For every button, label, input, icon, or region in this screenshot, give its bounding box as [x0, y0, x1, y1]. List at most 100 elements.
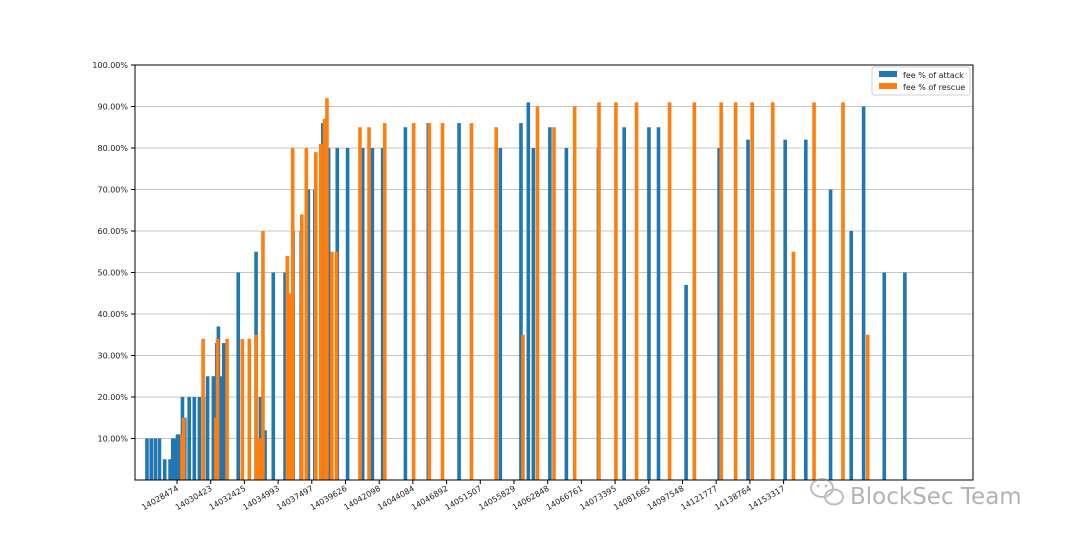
bar-rescue	[254, 334, 259, 480]
bar-rescue	[322, 118, 327, 480]
bar-rescue	[614, 102, 618, 480]
bar-rescue	[215, 338, 220, 480]
y-tick-label: 20.00%	[97, 393, 128, 402]
bar-attack	[548, 127, 552, 480]
bar-attack	[221, 343, 226, 480]
bar-rescue	[247, 338, 252, 480]
bar-attack	[157, 438, 162, 480]
bar-attack	[271, 272, 276, 480]
bar-attack	[849, 231, 854, 480]
bar-attack	[647, 127, 651, 480]
bar-rescue	[225, 338, 229, 480]
bar-attack	[783, 139, 787, 480]
y-tick-label: 10.00%	[97, 435, 128, 444]
bar-rescue	[285, 255, 290, 480]
bar-attack	[187, 397, 191, 480]
bar-attack	[861, 106, 866, 480]
bar-attack	[345, 148, 350, 480]
bar-rescue	[552, 127, 556, 480]
bar-attack	[684, 284, 688, 480]
bar-rescue	[770, 102, 775, 480]
bar-attack	[882, 272, 887, 480]
bar-attack	[370, 148, 375, 480]
bar-rescue	[367, 127, 371, 480]
bars	[145, 98, 907, 480]
bar-attack	[531, 148, 536, 480]
bar-attack	[236, 272, 241, 480]
bar-attack	[162, 459, 167, 480]
bar-attack	[403, 127, 408, 480]
bar-rescue	[469, 123, 474, 480]
bar-attack	[218, 376, 223, 480]
bar-attack	[197, 397, 202, 480]
y-tick-label: 90.00%	[97, 103, 128, 112]
y-tick-label: 80.00%	[97, 144, 128, 153]
y-tick-label: 60.00%	[97, 227, 128, 236]
y-tick-label: 50.00%	[97, 269, 128, 278]
bar-rescue	[440, 123, 445, 480]
bar-rescue	[667, 102, 672, 480]
bar-attack	[168, 459, 172, 480]
bar-rescue	[318, 143, 323, 480]
y-tick-label: 30.00%	[97, 352, 128, 361]
bar-attack	[804, 139, 808, 480]
bar-rescue	[634, 102, 639, 480]
bar-attack	[192, 397, 197, 480]
legend-swatch-rescue	[879, 83, 897, 89]
bar-rescue	[692, 102, 697, 480]
bar-attack	[828, 189, 833, 480]
bar-rescue	[841, 102, 845, 480]
bar-attack	[153, 438, 158, 480]
bar-rescue	[288, 293, 293, 480]
bar-rescue	[358, 127, 362, 480]
bar-attack	[498, 148, 503, 480]
y-tick-label: 100.00%	[92, 61, 128, 70]
bar-rescue	[494, 127, 499, 480]
bar-rescue	[299, 214, 304, 480]
bar-attack	[717, 148, 721, 480]
watermark-text: BlockSec Team	[850, 484, 1022, 510]
bar-attack	[306, 189, 311, 480]
bar-rescue	[314, 152, 318, 480]
bar-attack	[172, 438, 177, 480]
bar-attack	[145, 438, 149, 480]
bar-rescue	[572, 106, 577, 480]
bar-rescue	[719, 102, 723, 480]
bar-rescue	[427, 123, 432, 480]
bar-attack	[380, 148, 385, 480]
bar-rescue	[240, 338, 245, 480]
y-tick-label: 40.00%	[97, 310, 128, 319]
bar-rescue	[535, 106, 540, 480]
bar-rescue	[201, 338, 205, 480]
legend-label-attack: fee % of attack	[903, 71, 964, 80]
bar-rescue	[325, 98, 329, 480]
watermark: BlockSec Team	[810, 478, 1022, 510]
bar-rescue	[257, 438, 262, 480]
bar-attack	[746, 139, 750, 480]
bar-attack	[263, 430, 267, 480]
bar-attack	[205, 376, 210, 480]
bar-attack	[526, 102, 531, 480]
bar-attack	[622, 127, 626, 480]
bar-attack	[457, 123, 461, 480]
y-tick-label: 70.00%	[97, 186, 128, 195]
bar-attack	[175, 434, 180, 480]
bar-rescue	[865, 334, 870, 480]
bar-attack	[283, 272, 287, 480]
bar-rescue	[750, 102, 754, 480]
wechat-logo-icon	[810, 478, 844, 506]
bar-attack	[149, 438, 153, 480]
legend: fee % of attack fee % of rescue	[871, 66, 971, 96]
bar-rescue	[812, 102, 816, 480]
bar-attack	[519, 123, 523, 480]
bar-rescue	[382, 123, 387, 480]
y-axis: 10.00% 20.00% 30.00% 40.00% 50.00% 60.00% 70.0…	[92, 61, 135, 444]
bar-attack	[170, 438, 175, 480]
bar-attack	[656, 127, 661, 480]
bar-rescue	[181, 417, 186, 480]
bar-attack	[564, 148, 569, 480]
legend-label-rescue: fee % of rescue	[903, 83, 965, 92]
bar-rescue	[597, 102, 601, 480]
bar-attack	[360, 148, 365, 480]
